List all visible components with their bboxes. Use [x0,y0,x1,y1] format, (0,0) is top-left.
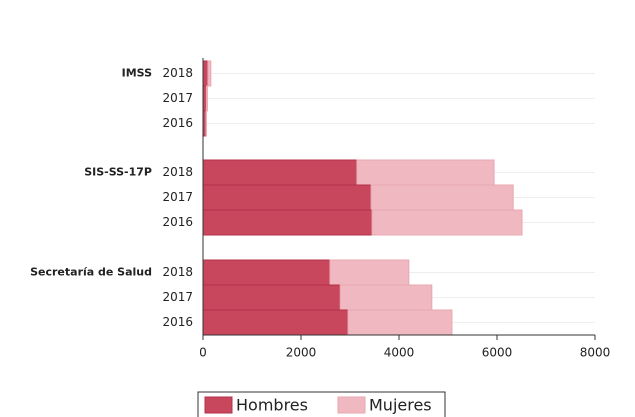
bar [202,259,331,286]
y-tick-label: 2018 [162,66,193,80]
bar [202,85,207,112]
y-tick-label: 2016 [162,116,193,130]
legend-swatch [204,396,233,414]
bar [202,159,358,186]
bar [371,209,523,236]
bar [202,184,372,211]
y-tick-label: 2017 [162,290,193,304]
x-tick-label: 8000 [580,346,611,360]
legend-box [197,391,446,417]
bar [347,309,453,336]
bar [202,209,373,236]
y-tick-label: 2017 [162,190,193,204]
bar [329,259,410,286]
y-tick-label: 2018 [162,165,193,179]
legend-label: Hombres [236,396,308,415]
legend-label: Mujeres [369,396,432,415]
y-tick-label: 2017 [162,91,193,105]
bar [356,159,495,186]
legend-swatch [337,396,366,414]
y-tick-label: 2016 [162,215,193,229]
bar [207,60,212,87]
bar [202,60,209,87]
group-label: Secretaría de Salud [30,266,152,279]
x-tick-label: 4000 [384,346,415,360]
group-label: IMSS [122,67,152,80]
y-tick-label: 2016 [162,315,193,329]
bar [205,85,208,112]
bar [202,309,349,336]
bar [339,284,433,311]
x-tick-label: 2000 [286,346,317,360]
x-tick-label: 6000 [482,346,513,360]
y-tick-label: 2018 [162,265,193,279]
group-label: SIS-SS-17P [84,166,152,179]
x-tick-label: 0 [199,346,207,360]
bar [202,284,341,311]
bar [370,184,514,211]
